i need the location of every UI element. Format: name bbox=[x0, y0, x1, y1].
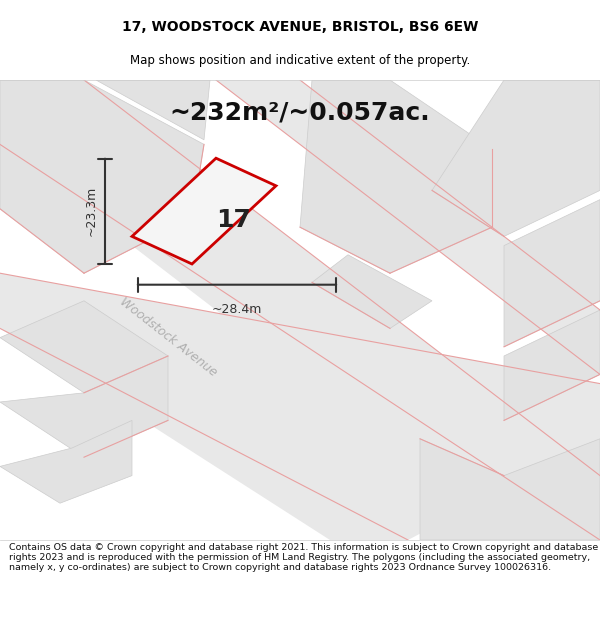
Polygon shape bbox=[0, 273, 600, 540]
Polygon shape bbox=[0, 301, 168, 392]
Polygon shape bbox=[96, 80, 210, 140]
Polygon shape bbox=[0, 356, 168, 457]
Text: 17: 17 bbox=[217, 208, 251, 232]
Polygon shape bbox=[300, 80, 492, 273]
Polygon shape bbox=[432, 80, 600, 236]
Polygon shape bbox=[0, 80, 600, 540]
Text: 17, WOODSTOCK AVENUE, BRISTOL, BS6 6EW: 17, WOODSTOCK AVENUE, BRISTOL, BS6 6EW bbox=[122, 20, 478, 34]
Polygon shape bbox=[132, 158, 276, 264]
Polygon shape bbox=[0, 421, 132, 503]
Polygon shape bbox=[0, 80, 204, 273]
Polygon shape bbox=[504, 310, 600, 421]
Text: ~28.4m: ~28.4m bbox=[212, 303, 262, 316]
Text: ~23.3m: ~23.3m bbox=[85, 186, 98, 236]
Polygon shape bbox=[420, 439, 600, 540]
Text: ~232m²/~0.057ac.: ~232m²/~0.057ac. bbox=[170, 100, 430, 124]
Text: Map shows position and indicative extent of the property.: Map shows position and indicative extent… bbox=[130, 54, 470, 68]
Text: Contains OS data © Crown copyright and database right 2021. This information is : Contains OS data © Crown copyright and d… bbox=[9, 542, 598, 572]
Polygon shape bbox=[216, 80, 600, 374]
Text: Woodstock Avenue: Woodstock Avenue bbox=[117, 296, 219, 379]
Polygon shape bbox=[504, 199, 600, 347]
Polygon shape bbox=[312, 255, 432, 328]
